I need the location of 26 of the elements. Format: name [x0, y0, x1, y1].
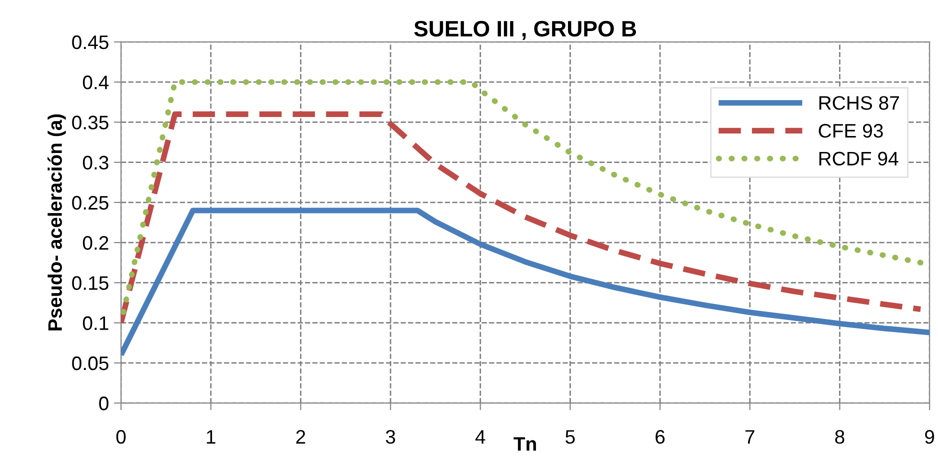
y-tick-label: 0 [99, 396, 108, 410]
y-tick-label: 0.25 [72, 196, 108, 210]
y-tick-label: 0.15 [72, 276, 108, 290]
y-tick-label: 0.45 [72, 35, 108, 50]
y-tick-label: 0.1 [82, 316, 108, 330]
x-tick-label: 1 [206, 430, 216, 444]
x-tick-label: 2 [296, 430, 306, 444]
y-tick-label: 0.05 [72, 356, 108, 370]
y-tick-label: 0.4 [82, 76, 109, 90]
x-axis-title: Tn [514, 437, 536, 451]
x-tick-label: 5 [566, 430, 575, 444]
legend-label: RCHS 87 [819, 96, 899, 110]
x-tick-label: 3 [386, 430, 396, 444]
x-tick-label: 8 [835, 430, 844, 444]
x-tick-label: 7 [745, 430, 754, 444]
x-tick-label: 4 [475, 430, 486, 444]
y-tick-label: 0.2 [82, 236, 108, 250]
y-tick-label: 0.35 [72, 116, 108, 130]
y-tick-label: 0.3 [82, 156, 108, 170]
chart-title: SUELO III , GRUPO B [414, 20, 636, 40]
legend-label: RCDF 94 [819, 152, 898, 166]
y-axis-title: Pseudo- aceleración (a) [48, 114, 66, 330]
legend-label: CFE 93 [818, 124, 883, 138]
x-tick-label: 9 [925, 430, 934, 444]
x-tick-label: 6 [656, 430, 665, 444]
x-tick-label: 0 [116, 430, 126, 444]
